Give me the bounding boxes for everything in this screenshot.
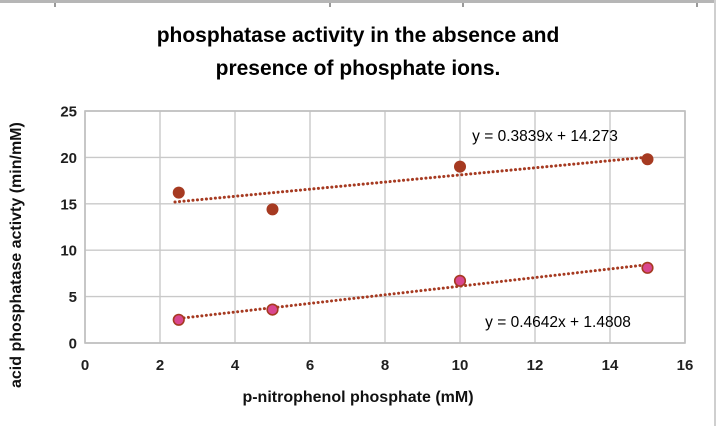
y-tick-label-0: 0	[69, 336, 77, 353]
data-point-low-activity-series-3[interactable]	[641, 261, 654, 274]
top-border	[0, 0, 716, 7]
data-point-low-activity-series-0[interactable]	[172, 313, 185, 326]
top-border-tick	[696, 3, 698, 7]
x-tick-label-10: 10	[452, 357, 469, 374]
plot-frame	[84, 110, 686, 344]
y-tick-label-25: 25	[60, 104, 77, 121]
x-tick-label-4: 4	[231, 357, 240, 374]
x-tick-label-12: 12	[527, 357, 544, 374]
top-border-tick	[462, 3, 464, 7]
chart-title: phosphatase activity in the absence and …	[0, 19, 716, 85]
top-border-tick	[54, 3, 56, 7]
x-tick-label-2: 2	[156, 357, 164, 374]
x-tick-label-16: 16	[677, 357, 694, 374]
y-tick-label-10: 10	[60, 243, 77, 260]
x-tick-label-0: 0	[81, 357, 89, 374]
x-axis-title: p-nitrophenol phosphate (mM)	[242, 389, 474, 406]
x-tick-label-14: 14	[602, 357, 619, 374]
x-tick-label-8: 8	[381, 357, 389, 374]
data-point-high-activity-series-3[interactable]	[641, 153, 654, 166]
data-point-low-activity-series-1[interactable]	[266, 303, 279, 316]
trendline-high-activity-series[interactable]	[173, 155, 655, 204]
y-tick-label-20: 20	[60, 150, 77, 167]
data-point-high-activity-series-1[interactable]	[266, 203, 279, 216]
right-border	[714, 0, 716, 426]
chart-title-line1: phosphatase activity in the absence and	[156, 24, 560, 47]
chart-title-line2: presence of phosphate ions.	[215, 57, 501, 80]
data-point-low-activity-series-2[interactable]	[453, 274, 467, 287]
trendline-equation-low-activity-series[interactable]: y = 0.4642x + 1.4808	[485, 314, 631, 331]
trendline-equation-high-activity-series[interactable]: y = 0.3839x + 14.273	[472, 128, 618, 145]
data-point-high-activity-series-0[interactable]	[172, 186, 185, 199]
y-tick-label-15: 15	[60, 196, 77, 213]
top-border-tick	[329, 3, 331, 7]
data-point-high-activity-series-2[interactable]	[454, 160, 466, 173]
x-tick-label-6: 6	[306, 357, 314, 374]
y-tick-label-5: 5	[69, 289, 77, 306]
trendline-low-activity-series[interactable]	[173, 262, 655, 321]
